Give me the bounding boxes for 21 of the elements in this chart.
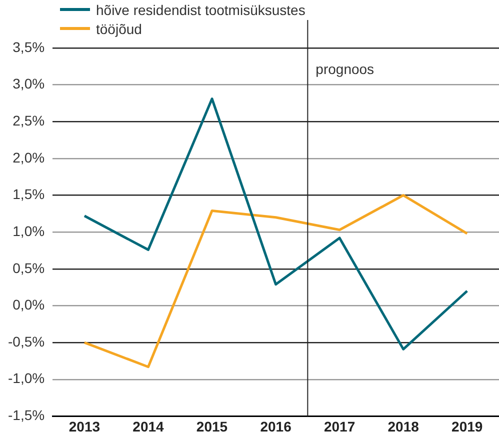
x-tick-label: 2016: [260, 418, 292, 434]
x-tick-label: 2017: [324, 418, 356, 434]
y-tick-label: 0,5%: [12, 260, 45, 276]
x-tick-label: 2014: [132, 418, 164, 434]
x-tick-label: 2015: [196, 418, 228, 434]
y-tick-label: 3,5%: [12, 38, 45, 55]
y-tick-label: 0,0%: [12, 296, 45, 313]
y-tick-label: 1,5%: [12, 186, 45, 202]
legend-label: hõive residendist tootmisüksustes: [96, 2, 306, 18]
x-tick-label: 2019: [452, 418, 483, 434]
y-tick-label: 2,0%: [12, 149, 45, 166]
y-tick-label: -1,0%: [8, 370, 45, 386]
y-tick-label: -0,5%: [8, 333, 45, 350]
legend-label: tööjõud: [96, 20, 142, 36]
y-tick-label: 1,0%: [12, 222, 45, 239]
x-tick-label: 2018: [388, 418, 420, 434]
x-tick-label: 2013: [68, 418, 100, 434]
y-tick-label: -1,5%: [8, 407, 45, 424]
y-tick-label: 2,5%: [12, 112, 45, 128]
ref-line-label: prognoos: [316, 60, 374, 77]
y-tick-label: 3,0%: [12, 76, 45, 92]
